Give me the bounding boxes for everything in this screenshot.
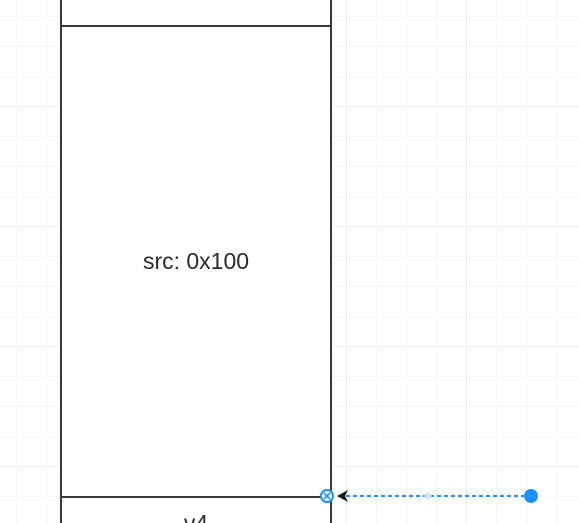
x-handle-icon[interactable] bbox=[320, 489, 334, 503]
shape-src[interactable]: src: 0x100 bbox=[60, 25, 332, 498]
shape-top[interactable] bbox=[60, 0, 332, 27]
shape-bottom-label: v4 bbox=[183, 510, 209, 523]
connector-midpoint-handle[interactable] bbox=[424, 492, 432, 500]
arrowhead-icon bbox=[337, 490, 348, 502]
shape-bottom[interactable]: v4 bbox=[60, 496, 332, 523]
circle-handle-icon[interactable] bbox=[524, 489, 538, 503]
shape-src-label: src: 0x100 bbox=[142, 248, 250, 274]
